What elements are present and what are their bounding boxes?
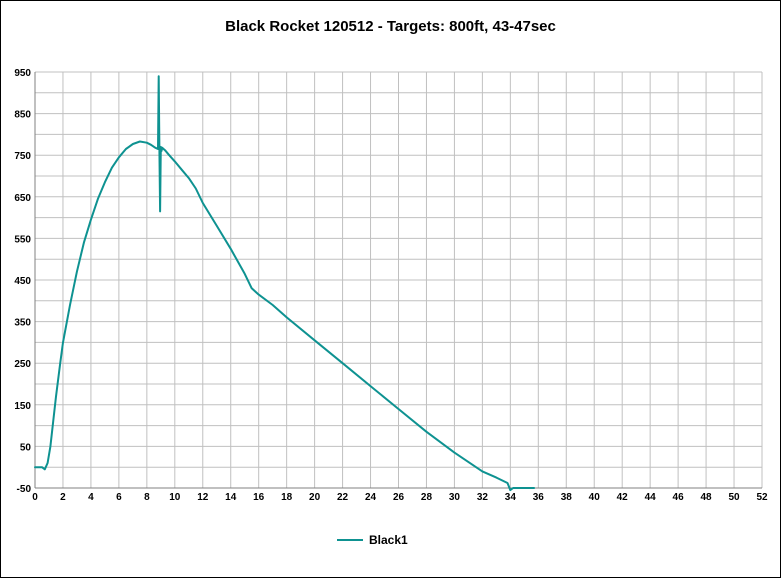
x-tick-label-50: 50 (728, 492, 740, 503)
legend: Black1 (337, 533, 408, 547)
x-tick-label-4: 4 (88, 492, 94, 503)
y-tick-labels: 950 850 750 650 550 450 350 250 150 50 -50 (14, 68, 31, 495)
x-tick-label-46: 46 (673, 492, 685, 503)
x-tick-label-6: 6 (116, 492, 122, 503)
x-tick-label-26: 26 (393, 492, 405, 503)
x-tick-label-48: 48 (701, 492, 713, 503)
x-tick-label-36: 36 (533, 492, 545, 503)
series-line-black1 (34, 75, 536, 492)
y-tick-label-650: 650 (14, 193, 31, 204)
x-tick-label-8: 8 (144, 492, 150, 503)
x-tick-label-18: 18 (281, 492, 293, 503)
x-tick-label-0: 0 (32, 492, 38, 503)
y-tick-label-950: 950 (14, 68, 31, 79)
y-tick-label--50: -50 (17, 484, 32, 495)
y-tick-label-850: 850 (14, 110, 31, 121)
x-tick-label-20: 20 (309, 492, 321, 503)
axes (34, 72, 762, 489)
y-tick-label-450: 450 (14, 276, 31, 287)
x-tick-label-16: 16 (253, 492, 265, 503)
x-tick-label-10: 10 (169, 492, 181, 503)
x-tick-label-28: 28 (421, 492, 433, 503)
y-tick-label-350: 350 (14, 318, 31, 329)
legend-swatch-black1 (337, 539, 363, 541)
x-tick-label-24: 24 (365, 492, 377, 503)
x-tick-label-32: 32 (477, 492, 489, 503)
y-tick-label-250: 250 (14, 359, 31, 370)
y-tick-label-150: 150 (14, 401, 31, 412)
x-tick-label-12: 12 (197, 492, 209, 503)
series-group (34, 75, 536, 492)
x-tick-label-30: 30 (449, 492, 461, 503)
x-tick-label-14: 14 (225, 492, 237, 503)
y-tick-label-550: 550 (14, 234, 31, 245)
x-tick-label-40: 40 (589, 492, 601, 503)
y-tick-label-50: 50 (20, 442, 32, 453)
x-tick-label-22: 22 (337, 492, 349, 503)
y-tick-label-750: 750 (14, 151, 31, 162)
x-tick-label-52: 52 (756, 492, 768, 503)
x-tick-label-42: 42 (617, 492, 629, 503)
x-tick-label-38: 38 (561, 492, 573, 503)
legend-label-black1: Black1 (369, 533, 408, 547)
x-tick-label-34: 34 (505, 492, 517, 503)
x-tick-label-44: 44 (645, 492, 657, 503)
grid-lines (34, 71, 763, 489)
chart-title: Black Rocket 120512 - Targets: 800ft, 43… (225, 18, 556, 35)
x-tick-label-2: 2 (60, 492, 66, 503)
x-tick-labels: 0 2 4 6 8 10 12 14 16 18 20 22 24 26 28 30 32 34 36 38 40 42 4… (32, 492, 768, 503)
